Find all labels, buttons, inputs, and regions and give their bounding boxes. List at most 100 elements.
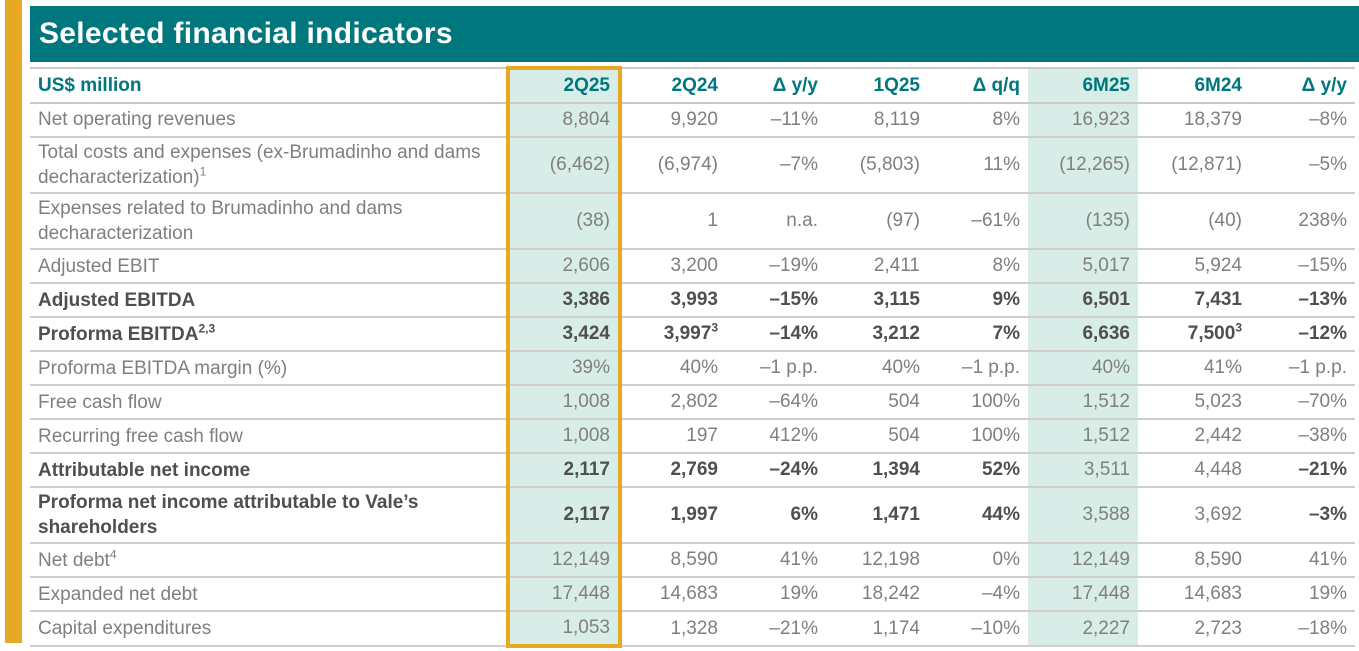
table-row: Capital expenditures 1,053 1,328 –21% 1,174–… <box>30 611 1355 649</box>
cell-value: 1 <box>620 193 726 251</box>
cell-value: –21% <box>726 611 826 648</box>
cell-value: 3,115 <box>826 283 928 319</box>
row-label: Proforma net income attributable to Vale… <box>30 487 508 545</box>
cell-value: 5,017 <box>1028 249 1138 285</box>
column-header: Δ y/y <box>726 67 826 104</box>
cell-value: –18% <box>1250 611 1355 648</box>
cell-value: 100% <box>928 385 1028 421</box>
cell-value: –15% <box>1250 249 1355 285</box>
report-section: Selected financial indicators US$ millio… <box>30 6 1359 649</box>
cell-value: 7,431 <box>1138 283 1250 319</box>
page-title: Selected financial indicators <box>39 17 453 50</box>
cell-value: –1 p.p. <box>928 351 1028 387</box>
cell-value: 41% <box>1250 543 1355 579</box>
cell-value: 504 <box>826 385 928 421</box>
cell-value: –15% <box>726 283 826 319</box>
cell-value: 1,512 <box>1028 419 1138 455</box>
row-label: Attributable net income <box>30 453 508 489</box>
footnote-marker: 1 <box>199 164 207 179</box>
cell-value: 8% <box>928 249 1028 285</box>
table-row: Net debt4 12,149 8,590 41% 12,198 0% 12,149 8,5… <box>30 543 1355 579</box>
column-header: 6M24 <box>1138 67 1250 104</box>
cell-value: (12,871) <box>1138 137 1250 195</box>
cell-value: 412% <box>726 419 826 455</box>
cell-value: 504 <box>826 419 928 455</box>
cell-value: 19% <box>726 577 826 613</box>
cell-value: 9% <box>928 283 1028 319</box>
cell-value: 1,471 <box>826 487 928 545</box>
cell-value: 2,606 <box>506 249 622 285</box>
column-header: 2Q24 <box>620 67 726 104</box>
cell-value: 197 <box>620 419 726 455</box>
cell-value: 0% <box>928 543 1028 579</box>
footnote-marker: 2,3 <box>198 321 216 336</box>
cell-value: 8,119 <box>826 103 928 138</box>
cell-value: 2,227 <box>1028 611 1138 648</box>
cell-value: 52% <box>928 453 1028 489</box>
cell-value: 8% <box>928 103 1028 138</box>
cell-value: 44% <box>928 487 1028 545</box>
cell-value: –13% <box>1250 283 1355 319</box>
column-header: 6M25 <box>1028 67 1138 104</box>
cell-value: 19% <box>1250 577 1355 613</box>
cell-value: 11% <box>928 137 1028 195</box>
column-header: Δ y/y <box>1250 67 1355 104</box>
cell-value: 16,923 <box>1028 103 1138 138</box>
cell-value: 5,023 <box>1138 385 1250 421</box>
column-header: Δ q/q <box>928 67 1028 104</box>
cell-value: –11% <box>726 103 826 138</box>
cell-value: 1,008 <box>506 385 622 421</box>
cell-value: 1,997 <box>620 487 726 545</box>
cell-value: 3,200 <box>620 249 726 285</box>
cell-value: 7% <box>928 317 1028 353</box>
cell-value: (97) <box>826 193 928 251</box>
cell-value: (12,265) <box>1028 137 1138 195</box>
cell-value: 2,411 <box>826 249 928 285</box>
row-label: Net operating revenues <box>30 103 508 138</box>
row-label: Net debt4 <box>30 543 508 579</box>
cell-value: 8,590 <box>620 543 726 579</box>
cell-value: n.a. <box>726 193 826 251</box>
cell-value: –70% <box>1250 385 1355 421</box>
table-row: Adjusted EBIT 2,606 3,200 –19% 2,411 8% 5,017 5… <box>30 249 1355 285</box>
cell-value: 8,590 <box>1138 543 1250 579</box>
table-row: Recurring free cash flow 1,008 197 412% 504 1… <box>30 419 1355 455</box>
table-row: Expanded net debt 17,448 14,683 19% 18,242 –4… <box>30 577 1355 613</box>
cell-value: 14,683 <box>1138 577 1250 613</box>
cell-value: 3,9973 <box>620 317 726 353</box>
cell-value: –64% <box>726 385 826 421</box>
cell-value: 40% <box>620 351 726 387</box>
table-row: Attributable net income 2,117 2,769 –24% 1,3… <box>30 453 1355 489</box>
cell-value: 2,442 <box>1138 419 1250 455</box>
row-label: Capital expenditures <box>30 611 508 648</box>
cell-value: 6,501 <box>1028 283 1138 319</box>
cell-value: 3,993 <box>620 283 726 319</box>
cell-value: 2,802 <box>620 385 726 421</box>
cell-value: 18,242 <box>826 577 928 613</box>
column-header: 2Q25 <box>506 66 622 104</box>
unit-label: US$ million <box>30 67 508 104</box>
footnote-marker: 3 <box>1235 320 1242 335</box>
cell-value: 4,448 <box>1138 453 1250 489</box>
table-row: Proforma EBITDA2,3 3,424 3,9973 –14% 3,212 7%… <box>30 317 1355 353</box>
cell-value: (135) <box>1028 193 1138 251</box>
cell-value: 8,804 <box>506 103 622 138</box>
cell-value: 14,683 <box>620 577 726 613</box>
row-label: Proforma EBITDA margin (%) <box>30 351 508 387</box>
cell-value: –7% <box>726 137 826 195</box>
table-row: Proforma EBITDA margin (%) 39% 40% –1 p.p. 4… <box>30 351 1355 387</box>
cell-value: –19% <box>726 249 826 285</box>
cell-value: 39% <box>506 351 622 387</box>
cell-value: 3,511 <box>1028 453 1138 489</box>
cell-value: 3,424 <box>506 317 622 353</box>
cell-value: 1,008 <box>506 419 622 455</box>
cell-value: (6,974) <box>620 137 726 195</box>
cell-value: –8% <box>1250 103 1355 138</box>
cell-value: 17,448 <box>1028 577 1138 613</box>
cell-value: –61% <box>928 193 1028 251</box>
cell-value: 2,117 <box>506 453 622 489</box>
cell-value: 2,117 <box>506 487 622 545</box>
cell-value: (38) <box>506 193 622 251</box>
cell-value: 1,394 <box>826 453 928 489</box>
cell-value: –1 p.p. <box>726 351 826 387</box>
